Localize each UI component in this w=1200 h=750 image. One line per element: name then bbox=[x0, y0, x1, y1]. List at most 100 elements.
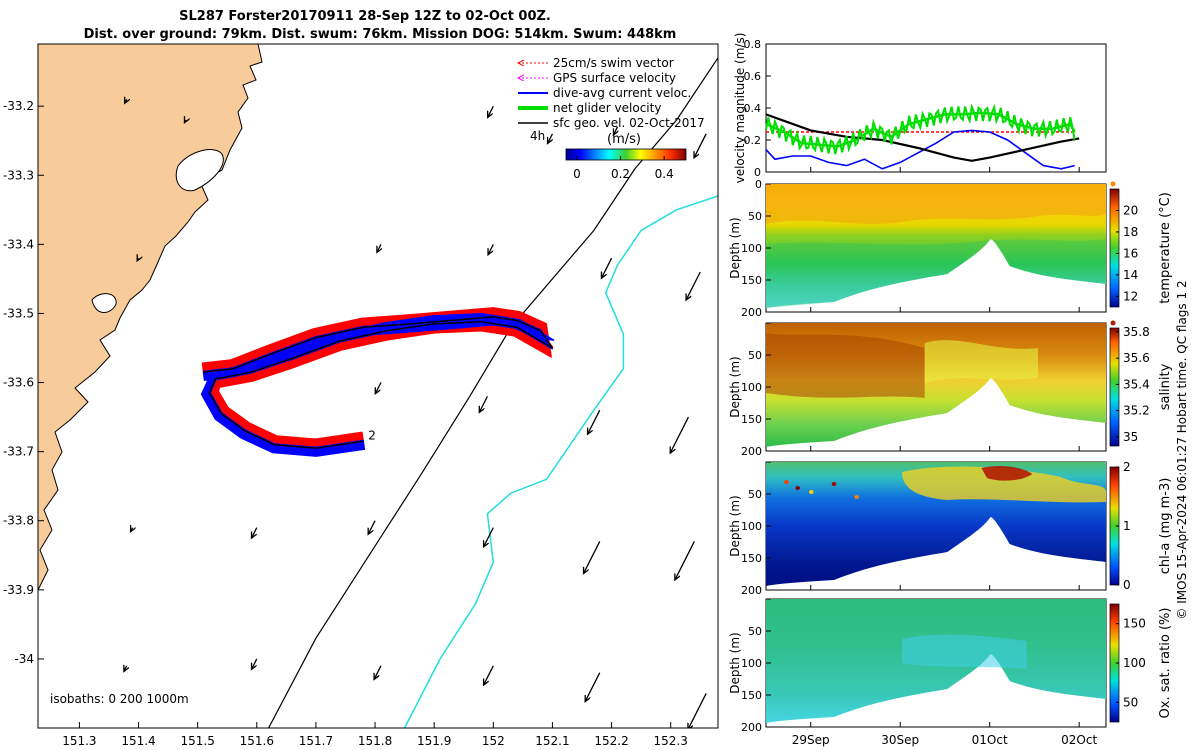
map-x-tick-label: 151.9 bbox=[417, 734, 451, 748]
salinity-section-y-tick-label: 200 bbox=[741, 445, 762, 458]
figure-title-line1: SL287 Forster20170911 28-Sep 12Z to 02-O… bbox=[179, 9, 551, 24]
dive-avg-current-band bbox=[200, 313, 555, 457]
salinity-section-colorbar-tick-label: 35.4 bbox=[1123, 377, 1150, 391]
map-y-tick-label: -33.4 bbox=[3, 237, 34, 251]
oxygen-section-y-tick-label: 100 bbox=[741, 657, 762, 670]
legend-label-net: net glider velocity bbox=[553, 101, 661, 115]
map-x-tick-label: 151.7 bbox=[299, 734, 333, 748]
section-x-tick-label: 29Sep bbox=[792, 733, 830, 747]
salinity-section: 50 100 150 200 Depth (m) 35 35.2 35.4 35.6 35.8 sa… bbox=[728, 320, 1173, 458]
geo-velocity-arrow bbox=[125, 99, 127, 103]
temperature-section-colorbar-tick-label: 16 bbox=[1123, 246, 1138, 260]
geo-velocity-arrow bbox=[675, 541, 695, 579]
map-y-tick-label: -33.3 bbox=[3, 168, 34, 182]
temperature-section: 0 50 100 150 200 Depth (m) 12 14 16 18 20 temperatu… bbox=[728, 178, 1173, 319]
coastal-lake bbox=[175, 149, 224, 192]
chlorophyll-section-colorbar-tick-label: 2 bbox=[1123, 460, 1131, 474]
chlorophyll-outlier-point bbox=[831, 482, 837, 486]
map-frame bbox=[37, 43, 719, 729]
oxygen-section-y-tick-label: 150 bbox=[741, 689, 762, 702]
salinity-section-colorbar-label: salinity bbox=[1158, 363, 1173, 410]
geo-velocity-arrow bbox=[374, 665, 382, 680]
map-x-tick-label: 151.8 bbox=[358, 734, 392, 748]
temperature-section-y-tick-label: 200 bbox=[741, 306, 762, 319]
temperature-mid-layer bbox=[766, 239, 1106, 308]
legend-label-gps: GPS surface velocity bbox=[553, 71, 676, 85]
map-colorbar-tick-label: 0.2 bbox=[611, 167, 630, 181]
map-y-tick-label: -34 bbox=[14, 652, 34, 666]
geo-velocity-arrow bbox=[131, 528, 133, 532]
salinity-section-y-tick-label: 150 bbox=[741, 413, 762, 426]
temperature-section-marker-dot bbox=[1110, 181, 1116, 187]
velocity-ylabel: velocity magnitude (m/s) bbox=[733, 33, 747, 184]
map-y-tick-label: -33.2 bbox=[3, 99, 34, 113]
isobaths-label: isobaths: 0 200 1000m bbox=[50, 692, 189, 706]
oxygen-section: 50 100 150 200 Depth (m) 50 100 150 Ox. sat. rat… bbox=[728, 598, 1173, 734]
geo-velocity-arrow bbox=[252, 527, 258, 538]
chlorophyll-section-colorbar-tick-label: 0 bbox=[1123, 578, 1131, 592]
credit-text: © IMOS 15-Apr-2024 06:01:27 Hobart time.… bbox=[1175, 280, 1189, 619]
velocity-y-tick-label: 0 bbox=[754, 166, 761, 179]
map-colorbar-title: (m/s) bbox=[607, 132, 641, 147]
chlorophyll-section-colorbar-tick-label: 1 bbox=[1123, 519, 1131, 533]
chlorophyll-section-y-tick-label: 50 bbox=[748, 488, 762, 501]
temperature-section-y-tick-label: 100 bbox=[741, 242, 762, 255]
geo-velocity-arrow bbox=[484, 665, 494, 685]
geo-velocity-arrow bbox=[377, 244, 381, 252]
map-legend: 25cm/s swim vector GPS surface velocity … bbox=[518, 56, 705, 143]
track-end-label: 2 bbox=[368, 428, 376, 442]
map-x-tick-label: 151.6 bbox=[240, 734, 274, 748]
legend-label-dive: dive-avg current veloc. bbox=[553, 86, 691, 100]
temperature-section-ylabel: Depth (m) bbox=[728, 217, 742, 278]
map-x-tick-label: 152.2 bbox=[594, 734, 628, 748]
map-colorbar: (m/s) 0 0.2 0.4 bbox=[565, 132, 687, 181]
salinity-section-colorbar-tick-label: 35.2 bbox=[1123, 404, 1150, 418]
map-colorbar-ramp bbox=[565, 148, 687, 161]
chlorophyll-section: 50 100 150 200 Depth (m) 0 1 2 chl-a (mg m-3) bbox=[728, 460, 1173, 597]
time-step-label: 4h bbox=[530, 129, 545, 143]
map-colorbar-tick-label: 0 bbox=[573, 167, 581, 181]
geo-velocity-arrow bbox=[479, 396, 488, 412]
temperature-section-y-tick-label: 150 bbox=[741, 274, 762, 287]
velocity-series-dive-avg-current bbox=[765, 129, 1075, 170]
oxygen-section-colorbar-tick-label: 50 bbox=[1123, 695, 1138, 709]
temperature-section-y-tick-label: 50 bbox=[748, 210, 762, 223]
map-x-tick-label: 152.1 bbox=[535, 734, 569, 748]
map-panel: 2 151.3 151.4 151.5 151.6 151.7 151.8 151.9 152… bbox=[3, 43, 719, 748]
chlorophyll-outlier-point bbox=[795, 486, 800, 490]
map-y-tick-label: -33.8 bbox=[3, 514, 34, 528]
section-x-tick-label: 01Oct bbox=[972, 733, 1008, 747]
geo-velocity-arrow bbox=[588, 409, 601, 434]
salinity-section-colorbar-tick-label: 35.6 bbox=[1123, 351, 1150, 365]
oxygen-section-y-tick-label: 200 bbox=[741, 721, 762, 734]
map-x-tick-label: 151.3 bbox=[62, 734, 96, 748]
map-colorbar-tick-label: 0.4 bbox=[655, 167, 674, 181]
section-x-tick-label: 02Oct bbox=[1061, 733, 1097, 747]
map-x-tick-label: 152 bbox=[482, 734, 505, 748]
oxygen-section-ylabel: Depth (m) bbox=[728, 632, 742, 693]
geo-velocity-arrow bbox=[584, 541, 601, 573]
salinity-section-colorbar bbox=[1109, 327, 1120, 447]
salinity-high-core bbox=[766, 333, 925, 398]
legend-label-swim: 25cm/s swim vector bbox=[553, 56, 674, 70]
chlorophyll-section-y-tick-label: 150 bbox=[741, 552, 762, 565]
geo-velocity-arrow bbox=[137, 258, 138, 261]
velocity-series-net-glider-oscillation bbox=[765, 103, 1076, 155]
geo-velocity-arrow bbox=[124, 666, 127, 672]
coastline-land bbox=[38, 44, 263, 591]
temperature-section-colorbar-tick-label: 20 bbox=[1123, 203, 1138, 217]
chlorophyll-section-y-tick-label: 200 bbox=[741, 584, 762, 597]
section-x-tick-label: 30Sep bbox=[881, 733, 919, 747]
geo-velocity-arrow bbox=[688, 693, 707, 728]
geo-velocity-arrow bbox=[548, 133, 554, 144]
geo-velocity-arrow bbox=[375, 382, 382, 394]
temperature-section-colorbar-tick-label: 14 bbox=[1123, 268, 1138, 282]
map-y-tick-label: -33.5 bbox=[3, 306, 34, 320]
geo-velocity-arrow bbox=[184, 120, 185, 123]
chlorophyll-outlier-point bbox=[854, 495, 859, 499]
map-x-tick-label: 151.4 bbox=[121, 734, 155, 748]
geo-velocity-arrow bbox=[252, 658, 258, 669]
geo-velocity-arrow bbox=[694, 133, 707, 158]
temperature-section-colorbar-tick-label: 18 bbox=[1123, 225, 1138, 239]
